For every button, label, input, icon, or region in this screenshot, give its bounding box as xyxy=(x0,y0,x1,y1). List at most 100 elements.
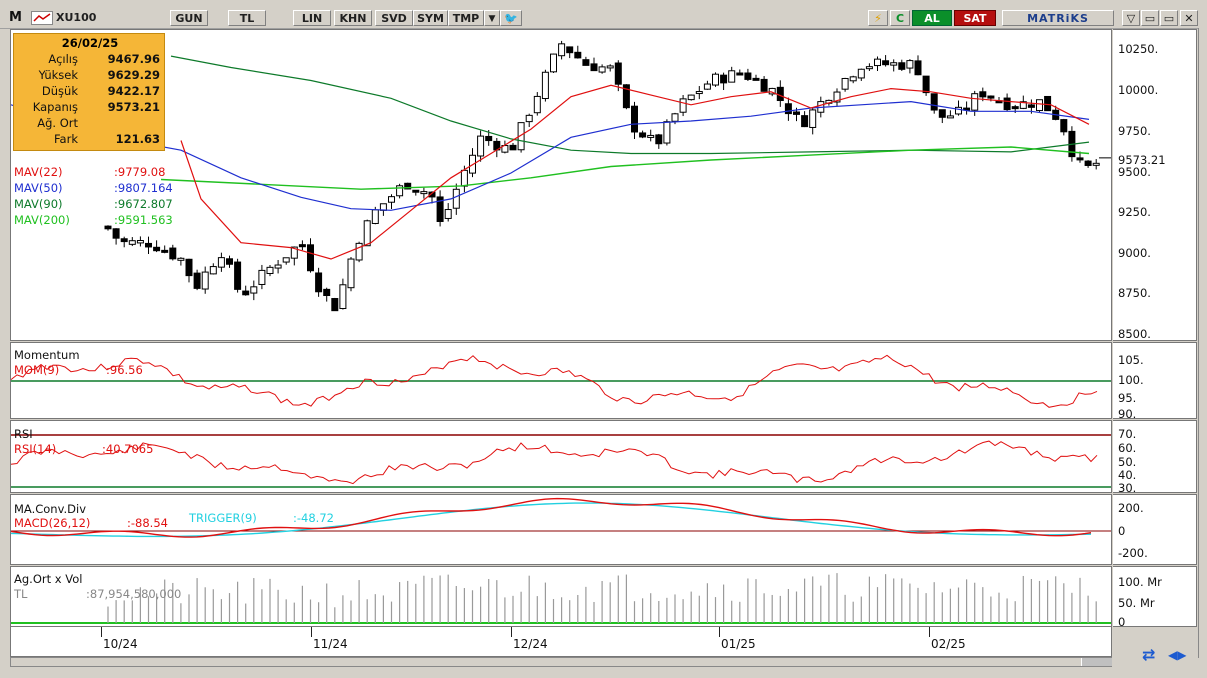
trigger-line xyxy=(11,502,1092,538)
twitter-bird-icon[interactable]: 🐦 xyxy=(500,10,522,26)
candle-body xyxy=(598,66,606,73)
mav50-line xyxy=(11,100,1090,211)
macd-axis-label: 200. xyxy=(1118,501,1144,515)
momentum-chart xyxy=(11,354,1111,408)
candle-body xyxy=(355,242,363,261)
candle-body xyxy=(242,290,250,296)
volume-title: Ag.Ort x Vol xyxy=(14,572,83,586)
app-logo: M xyxy=(9,10,22,25)
candle-body xyxy=(663,121,671,144)
volume-panel[interactable]: Ag.Ort x Vol TL:87,954,580,000 xyxy=(10,566,1112,627)
price-axis-label: 9500. xyxy=(1118,165,1151,179)
rsi-axis-label: 30. xyxy=(1118,481,1137,493)
candle-body xyxy=(420,191,428,195)
candle-body xyxy=(768,87,776,95)
candle-body xyxy=(971,93,979,111)
candle-body xyxy=(323,288,331,297)
price-axis-label: 8750. xyxy=(1118,286,1151,300)
candle-body xyxy=(517,122,525,151)
candle-body xyxy=(1011,106,1019,110)
rsi-panel[interactable]: RSI RSI(14):40.7065 xyxy=(10,420,1112,493)
candle-body xyxy=(930,93,938,111)
candle-body xyxy=(752,77,760,81)
maximize-icon[interactable]: ▭ xyxy=(1160,10,1178,26)
legend-mav90: MAV(90):9672.807 xyxy=(14,197,173,211)
date-label: 02/25 xyxy=(931,637,966,651)
candle-body xyxy=(136,240,144,244)
candle-body xyxy=(606,65,614,69)
candle-body xyxy=(541,71,549,100)
sync-icon[interactable]: ⇄ xyxy=(1142,645,1156,664)
candle-body xyxy=(736,72,744,76)
candle-body xyxy=(396,185,404,197)
horizontal-scrollbar[interactable] xyxy=(10,657,1112,667)
momentum-legend: MOM(9):96.56 xyxy=(14,363,143,377)
macd-panel[interactable]: MA.Conv.Div MACD(26,12):-88.54 TRIGGER(9… xyxy=(10,494,1112,565)
macd-axis: 200. 0 -200. xyxy=(1113,494,1197,565)
candle-body xyxy=(639,132,647,138)
candle-body xyxy=(1027,104,1035,108)
refresh-icon[interactable]: C xyxy=(890,10,910,26)
momentum-axis-label: 95. xyxy=(1118,391,1137,405)
momentum-panel[interactable]: Momentum MOM(9):96.56 xyxy=(10,342,1112,419)
candle-body xyxy=(760,78,768,92)
candle-body xyxy=(452,188,460,209)
momentum-axis-label: 105. xyxy=(1118,353,1144,367)
candle-body xyxy=(890,62,898,66)
info-value: 121.63 xyxy=(115,132,160,146)
candle-body xyxy=(841,77,849,90)
symbol-flag-icon[interactable] xyxy=(31,11,53,25)
candle-body xyxy=(1044,95,1052,112)
vertical-scrollbar[interactable] xyxy=(1198,28,1207,658)
candle-body xyxy=(290,246,298,259)
khn-button[interactable]: KHN xyxy=(334,10,372,26)
date-label: 10/24 xyxy=(103,637,138,651)
candle-body xyxy=(250,286,258,294)
info-label: Düşük xyxy=(41,84,78,98)
candle-body xyxy=(177,257,185,261)
lin-button[interactable]: LIN xyxy=(293,10,331,26)
volume-axis-label: 100. Mr xyxy=(1118,575,1162,589)
brand-label: MATRiKS xyxy=(1002,10,1114,26)
legend-mav50: MAV(50):9807.164 xyxy=(14,181,173,195)
info-label: Açılış xyxy=(48,52,78,66)
candle-body xyxy=(258,269,266,285)
candle-body xyxy=(1019,101,1027,109)
legend-mav22: MAV(22):9779.08 xyxy=(14,165,166,179)
tmp-button[interactable]: TMP xyxy=(448,10,484,26)
toolbar: M XU100 GUN TL LIN KHN SVD SYM TMP ▼ 🐦 ⚡… xyxy=(0,0,1207,29)
rsi-title: RSI xyxy=(14,427,33,441)
candle-body xyxy=(404,182,412,190)
nav-arrows-icon[interactable]: ◀▶ xyxy=(1168,648,1187,662)
info-value: 9629.29 xyxy=(107,68,160,82)
symbol-field[interactable]: XU100 xyxy=(56,11,97,24)
lightning-icon[interactable]: ⚡ xyxy=(868,10,888,26)
close-icon[interactable]: ✕ xyxy=(1180,10,1198,26)
candle-body xyxy=(363,220,371,247)
period-button[interactable]: GUN xyxy=(170,10,208,26)
currency-button[interactable]: TL xyxy=(228,10,266,26)
candle-body xyxy=(938,109,946,118)
minimize-icon[interactable]: ▽ xyxy=(1122,10,1140,26)
candle-body xyxy=(849,76,857,82)
scroll-thumb[interactable] xyxy=(1081,658,1112,666)
price-chart-panel[interactable] xyxy=(10,29,1112,341)
trigger-legend: TRIGGER(9):-48.72 xyxy=(189,511,334,525)
candle-body xyxy=(987,95,995,99)
candle-body xyxy=(388,196,395,203)
legend-mav200: MAV(200):9591.563 xyxy=(14,213,173,227)
candle-body xyxy=(485,135,493,142)
dropdown-arrow-icon[interactable]: ▼ xyxy=(484,10,500,26)
sell-button[interactable]: SAT xyxy=(954,10,996,26)
candle-body xyxy=(946,115,954,119)
svd-button[interactable]: SVD xyxy=(375,10,413,26)
candle-body xyxy=(307,244,314,272)
sym-button[interactable]: SYM xyxy=(413,10,448,26)
restore-icon[interactable]: ▭ xyxy=(1141,10,1159,26)
candle-body xyxy=(720,74,728,84)
candle-body xyxy=(647,134,655,138)
candle-body xyxy=(347,258,355,289)
candle-body xyxy=(833,91,841,103)
candle-body xyxy=(477,135,485,157)
buy-button[interactable]: AL xyxy=(912,10,952,26)
